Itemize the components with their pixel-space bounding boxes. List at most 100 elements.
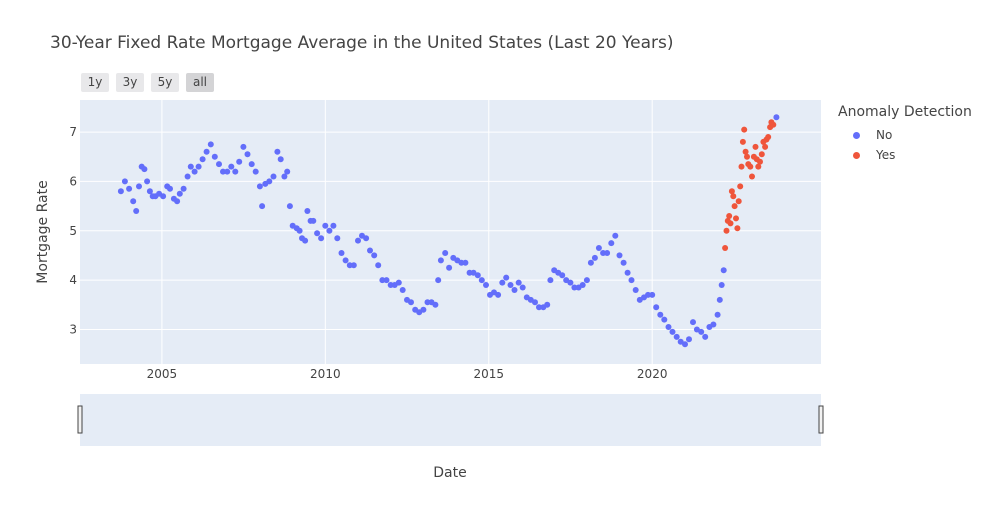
data-point-no[interactable] [224, 168, 231, 175]
data-point-no[interactable] [483, 282, 489, 288]
data-point-yes[interactable] [734, 225, 741, 232]
data-point-no[interactable] [495, 291, 502, 298]
data-point-no[interactable] [536, 304, 542, 311]
data-point-no[interactable] [334, 235, 341, 242]
data-point-no[interactable] [624, 269, 631, 276]
data-point-yes[interactable] [744, 153, 750, 160]
legend-item-no[interactable]: No [838, 125, 972, 145]
data-point-yes[interactable] [757, 158, 763, 165]
data-point-yes[interactable] [730, 193, 737, 200]
data-point-no[interactable] [126, 185, 133, 192]
data-point-no[interactable] [595, 245, 602, 251]
range-button-1y[interactable]: 1y [81, 73, 109, 92]
data-point-no[interactable] [503, 274, 510, 281]
data-point-no[interactable] [532, 299, 538, 306]
data-point-no[interactable] [653, 304, 660, 311]
data-point-no[interactable] [236, 158, 243, 165]
data-point-no[interactable] [117, 188, 124, 195]
data-point-yes[interactable] [727, 220, 734, 227]
data-point-no[interactable] [515, 279, 522, 286]
legend-item-yes[interactable]: Yes [838, 145, 972, 165]
data-point-no[interactable] [203, 148, 210, 155]
data-point-no[interactable] [180, 185, 187, 192]
data-point-no[interactable] [184, 173, 191, 180]
data-point-no[interactable] [240, 143, 247, 150]
data-point-no[interactable] [160, 193, 167, 200]
plot-area[interactable] [80, 100, 821, 364]
data-point-no[interactable] [174, 198, 181, 205]
data-point-no[interactable] [322, 222, 329, 229]
data-point-no[interactable] [583, 277, 590, 284]
data-point-no[interactable] [367, 247, 373, 254]
range-button-3y[interactable]: 3y [116, 73, 144, 92]
data-point-no[interactable] [773, 114, 780, 121]
data-point-no[interactable] [330, 222, 337, 229]
data-point-no[interactable] [121, 178, 128, 185]
data-point-no[interactable] [718, 282, 725, 288]
data-point-yes[interactable] [723, 227, 730, 234]
data-point-no[interactable] [442, 250, 449, 256]
data-point-no[interactable] [665, 324, 672, 330]
data-point-no[interactable] [628, 277, 635, 284]
data-point-no[interactable] [207, 141, 214, 148]
range-slider[interactable] [80, 394, 821, 446]
data-point-no[interactable] [286, 203, 293, 210]
data-point-yes[interactable] [755, 163, 762, 170]
data-point-no[interactable] [383, 277, 390, 284]
data-point-no[interactable] [136, 183, 142, 190]
data-point-no[interactable] [690, 319, 696, 326]
data-point-no[interactable] [256, 183, 263, 190]
data-point-no[interactable] [146, 188, 153, 195]
data-point-no[interactable] [408, 299, 414, 306]
data-point-no[interactable] [559, 272, 566, 279]
data-point-no[interactable] [220, 168, 226, 175]
data-point-yes[interactable] [738, 163, 745, 170]
data-point-no[interactable] [437, 257, 444, 264]
data-point-yes[interactable] [728, 188, 735, 195]
data-point-no[interactable] [462, 259, 469, 266]
data-point-yes[interactable] [752, 143, 759, 150]
data-point-no[interactable] [302, 237, 309, 244]
range-button-5y[interactable]: 5y [151, 73, 179, 92]
data-point-no[interactable] [661, 316, 668, 323]
data-point-no[interactable] [567, 279, 574, 286]
data-point-no[interactable] [620, 259, 627, 266]
data-point-yes[interactable] [735, 198, 742, 205]
data-point-no[interactable] [591, 254, 598, 261]
data-point-no[interactable] [710, 321, 717, 328]
data-point-no[interactable] [474, 272, 481, 279]
data-point-no[interactable] [144, 178, 151, 185]
data-point-no[interactable] [720, 267, 727, 274]
data-point-no[interactable] [673, 333, 680, 340]
data-point-no[interactable] [199, 156, 206, 163]
data-point-no[interactable] [649, 291, 656, 298]
data-point-no[interactable] [395, 279, 402, 286]
data-point-no[interactable] [682, 341, 688, 348]
data-point-no[interactable] [326, 227, 333, 234]
data-point-no[interactable] [266, 178, 273, 185]
data-point-no[interactable] [338, 250, 345, 256]
data-point-no[interactable] [519, 284, 526, 291]
data-point-no[interactable] [571, 284, 578, 291]
range-slider-right-handle[interactable] [818, 405, 824, 434]
data-point-no[interactable] [274, 148, 281, 155]
data-point-no[interactable] [167, 185, 173, 192]
data-point-no[interactable] [435, 277, 442, 284]
data-point-no[interactable] [547, 277, 554, 284]
data-point-yes[interactable] [722, 245, 729, 251]
data-point-yes[interactable] [737, 183, 744, 190]
data-point-no[interactable] [310, 217, 317, 224]
data-point-yes[interactable] [742, 148, 749, 155]
data-point-yes[interactable] [747, 163, 754, 170]
data-point-no[interactable] [399, 287, 406, 293]
data-point-yes[interactable] [741, 126, 748, 133]
data-point-no[interactable] [544, 301, 551, 308]
data-point-no[interactable] [277, 156, 284, 163]
data-point-no[interactable] [130, 198, 137, 205]
data-point-no[interactable] [228, 163, 235, 170]
data-point-no[interactable] [187, 163, 194, 170]
data-point-no[interactable] [511, 287, 518, 293]
data-point-yes[interactable] [726, 213, 733, 219]
data-point-no[interactable] [608, 240, 615, 247]
data-point-no[interactable] [304, 208, 311, 214]
